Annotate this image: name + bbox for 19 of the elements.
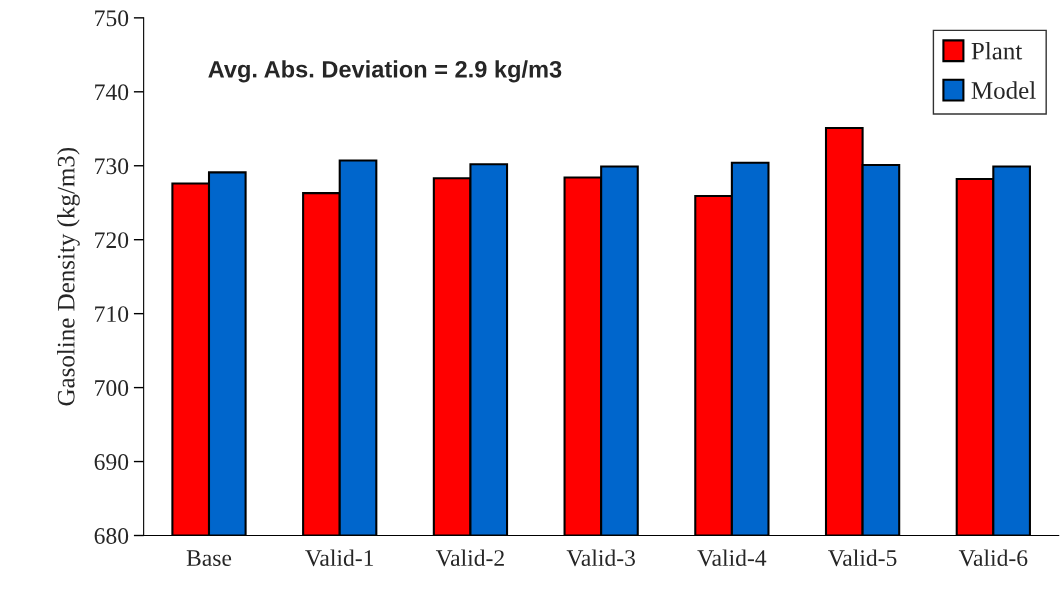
y-tick-label: 750 [95,10,129,27]
y-axis-title: Gasoline Density (kg/m3) [57,147,80,406]
x-tick-label: Valid-6 [958,549,1028,567]
y-tick-label: 740 [95,84,129,101]
y-tick-label: 710 [95,306,129,323]
x-tick-label: Valid-4 [697,549,767,567]
annotation: Avg. Abs. Deviation = 2.9 kg/m3 [208,60,562,83]
y-tick-label: 700 [95,380,129,397]
y-tick-label: 720 [95,232,129,249]
x-tick-label: Valid-2 [435,549,504,567]
legend-label: Model [971,81,1036,99]
x-tick-label: Valid-5 [828,549,897,567]
x-tick-label: Base [186,550,232,567]
x-tick-label: Valid-3 [566,549,635,567]
y-tick-label: 680 [94,527,129,544]
y-tick-label: 730 [95,158,129,175]
legend-label: Plant [971,42,1023,60]
x-tick-label: Valid-1 [305,549,374,567]
y-tick-label: 690 [94,454,129,470]
